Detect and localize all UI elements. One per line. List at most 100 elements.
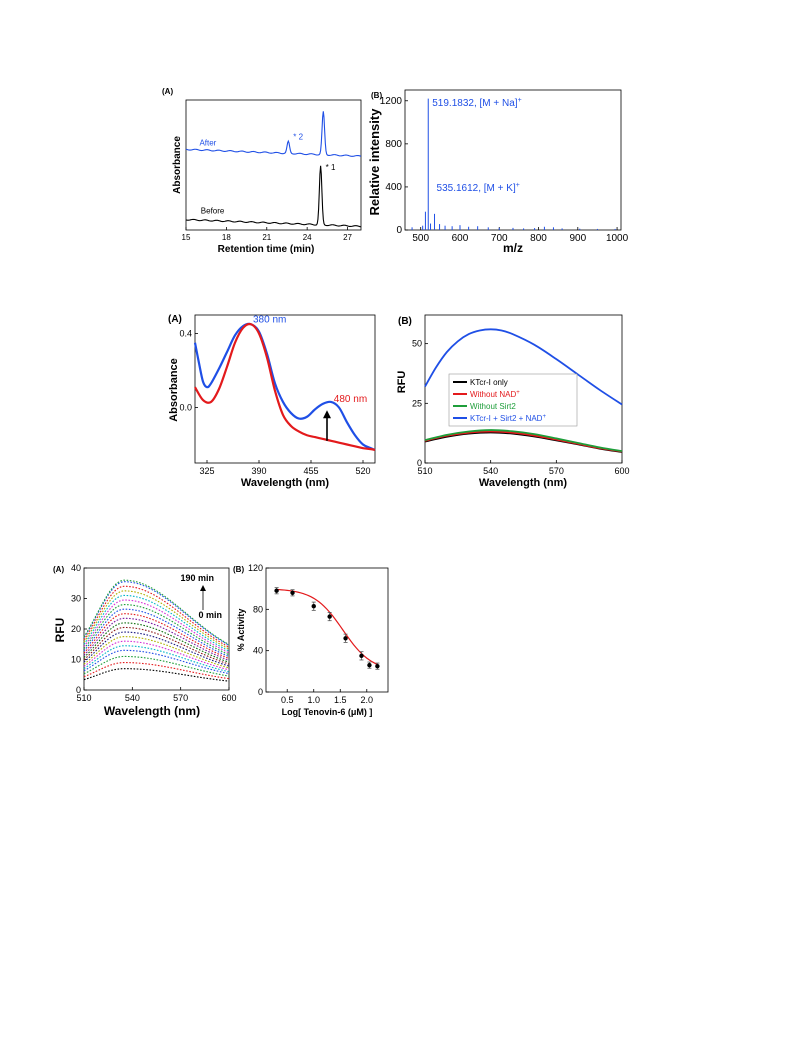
- inhibition-panel-label: (B): [233, 565, 244, 574]
- x-tick-label: 540: [483, 466, 498, 476]
- fluor-plot-frame: [424, 314, 623, 464]
- y-tick-label: 0: [76, 685, 81, 695]
- x-tick-label: 600: [452, 233, 469, 244]
- inhibition-xlabel: Log[ Tenovin-6 (μM) ]: [282, 707, 373, 717]
- rfu-time-line: [83, 649, 230, 675]
- x-tick-label: 500: [412, 233, 429, 244]
- x-tick-label: 15: [182, 233, 191, 242]
- ms-annotation-na: 519.1832, [M + Na]+: [432, 97, 521, 109]
- chromatogram-line-before: [185, 165, 362, 228]
- peak-annotation-380: 380 nm: [253, 314, 286, 325]
- legend-entry: Without NAD+: [470, 390, 520, 399]
- peak-label: * 2: [293, 132, 303, 141]
- timecourse-xlabel: Wavelength (nm): [104, 704, 200, 718]
- series-label-after: After: [199, 138, 216, 147]
- rfu-time-line: [83, 599, 230, 654]
- absorbance-line: [193, 322, 376, 452]
- rfu-time-line: [83, 626, 230, 665]
- x-tick-label: 1000: [606, 233, 629, 244]
- rfu-time-line: [83, 631, 230, 667]
- y-tick-label: 0: [396, 225, 402, 236]
- fluor-xlabel: Wavelength (nm): [479, 477, 568, 489]
- uvvis-ylabel: Absorbance: [168, 358, 180, 422]
- timecourse-marks: 510 540 570 600 0 10 20 30 40: [71, 563, 237, 703]
- rfu-time-line: [83, 668, 230, 682]
- fluor-ylabel: RFU: [396, 371, 408, 394]
- ms-ylabel: Relative intensity: [367, 108, 382, 216]
- chromatogram-line-after: [185, 111, 362, 157]
- arrow-label-top: 190 min: [180, 573, 214, 583]
- hplc-panel-label: (A): [162, 87, 173, 96]
- x-tick-label: 900: [569, 233, 586, 244]
- rfu-time-line: [83, 604, 230, 656]
- y-tick-label: 40: [253, 646, 263, 656]
- legend-entry: KTcr-I + Sirt2 + NAD+: [470, 414, 546, 423]
- timecourse-ylabel: RFU: [53, 618, 67, 643]
- x-tick-label: 540: [125, 693, 140, 703]
- rfu-time-line: [83, 590, 230, 650]
- x-tick-label: 600: [221, 693, 236, 703]
- legend-box: [448, 373, 578, 427]
- hplc-chart: (A) 15 18 21 24 27 * 2 * 1 After Before Retent…: [162, 87, 362, 255]
- uvvis-plot-frame: [194, 314, 376, 464]
- data-point: [290, 590, 295, 595]
- uvvis-marks: 325 390 455 520 0.0 0.4: [179, 322, 376, 476]
- y-tick-label: 0: [258, 687, 263, 697]
- y-tick-label: 25: [412, 398, 422, 408]
- uvvis-xlabel: Wavelength (nm): [241, 477, 330, 489]
- ms-marks: 500 600 700 800 900 1000 0 400 800 1200: [380, 96, 629, 244]
- inhibition-ylabel: % Activity: [236, 609, 246, 652]
- x-tick-label: 1.5: [334, 695, 347, 705]
- y-tick-label: 80: [253, 604, 263, 614]
- x-tick-label: 800: [530, 233, 547, 244]
- peak-annotation-480: 480 nm: [334, 394, 367, 405]
- rfu-line: [424, 429, 623, 452]
- absorbance-line: [194, 322, 376, 452]
- x-tick-label: 0.5: [281, 695, 294, 705]
- fit-curve: [276, 588, 378, 665]
- data-point: [311, 604, 316, 609]
- ms-plot-frame: [404, 89, 622, 231]
- rfu-time-line: [83, 640, 230, 671]
- ms-chart: (B) 500 600 700 800 900 1000 0 400 800 1200 519.1…: [367, 89, 629, 255]
- peak-label: * 1: [326, 163, 336, 172]
- rfu-line: [424, 328, 623, 406]
- hplc-plot-frame: [185, 99, 362, 231]
- data-point: [327, 614, 332, 619]
- rfu-time-line: [83, 622, 230, 663]
- rfu-time-line: [83, 581, 230, 646]
- data-point: [375, 663, 380, 669]
- x-tick-label: 390: [251, 466, 266, 476]
- data-point: [367, 662, 372, 668]
- y-tick-label: 1200: [380, 96, 403, 107]
- data-point: [274, 588, 279, 593]
- y-tick-label: 400: [385, 182, 402, 193]
- y-tick-label: 20: [71, 624, 81, 634]
- uvvis-panel-label: (A): [168, 314, 182, 325]
- y-tick-label: 10: [71, 655, 81, 665]
- data-point: [359, 653, 364, 659]
- y-tick-label: 0.0: [179, 403, 192, 413]
- rfu-line: [424, 430, 623, 453]
- rfu-time-line: [83, 585, 230, 648]
- rfu-time-line: [83, 608, 230, 658]
- rfu-time-line: [83, 645, 230, 673]
- x-tick-label: 510: [417, 466, 432, 476]
- timecourse-panel-label: (A): [53, 565, 64, 574]
- fluor-panel-label: (B): [398, 316, 412, 327]
- x-tick-label: 570: [549, 466, 564, 476]
- rfu-time-line: [83, 655, 230, 677]
- y-tick-label: 120: [248, 563, 263, 573]
- legend: KTcr-I only Without NAD+ Without Sirt2 K…: [448, 373, 578, 427]
- rfu-time-line: [83, 661, 230, 680]
- hplc-xlabel: Retention time (min): [218, 244, 315, 255]
- increase-arrow-head: [323, 410, 331, 419]
- hplc-ylabel: Absorbance: [172, 136, 183, 194]
- time-arrow-head: [200, 585, 206, 591]
- x-tick-label: 18: [222, 233, 231, 242]
- data-point: [343, 636, 348, 641]
- legend-entry: Without Sirt2: [470, 402, 516, 411]
- hplc-marks: 15 18 21 24 27 * 2 * 1: [182, 111, 362, 242]
- x-tick-label: 700: [491, 233, 508, 244]
- series-label-before: Before: [201, 207, 225, 216]
